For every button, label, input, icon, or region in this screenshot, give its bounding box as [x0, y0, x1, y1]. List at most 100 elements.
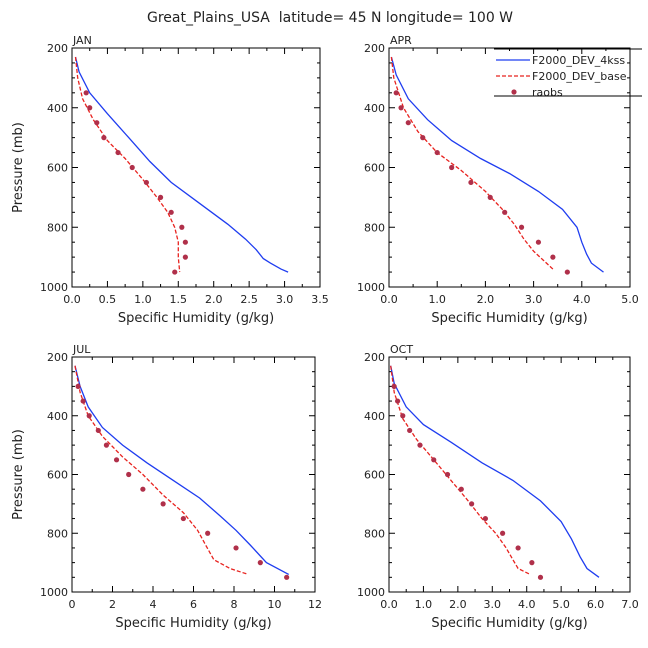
panel-jul: JUL 0 2 4 6 8 10 12 200 400 600 800 1000 Specific Hum… [11, 343, 322, 631]
raobs-point [80, 398, 86, 404]
panel-label: APR [390, 34, 412, 47]
x-tick-label: 12 [308, 598, 322, 611]
panel-label: JUL [72, 343, 91, 356]
legend-swatch-dot [511, 89, 517, 95]
raobs-point [535, 239, 542, 245]
y-axis-label: Pressure (mb) [11, 122, 26, 213]
y-axis-label: Pressure (mb) [11, 429, 26, 520]
x-tick-label: 10 [268, 598, 282, 611]
panel-jan: JAN 0.0 0.5 1.0 1.5 2.0 2.5 3.0 3.5 200 400 600 800 1… [11, 34, 329, 326]
x-tick-label: 3.0 [276, 293, 294, 306]
panel-label: OCT [390, 343, 413, 356]
x-tick-label: 4.0 [518, 598, 536, 611]
plot-frame [71, 47, 321, 288]
raobs-point [564, 269, 570, 275]
x-tick-label: 0.0 [380, 598, 398, 611]
panel-apr: APR 0.0 1.0 2.0 3.0 4.0 5.0 200 400 600 800 1000 Spe… [357, 34, 639, 326]
raobs-point [83, 90, 89, 96]
raobs-point [233, 545, 239, 551]
raobs-point [182, 239, 188, 245]
raobs-point [168, 209, 174, 215]
legend-label: raobs [532, 86, 563, 99]
y-tick-label: 800 [47, 221, 68, 234]
raobs-point [444, 471, 451, 478]
series-line-f2000-dev-base [74, 56, 181, 273]
y-tick-label: 1000 [40, 281, 68, 294]
raobs-point [95, 427, 101, 434]
raobs-point [518, 224, 525, 230]
raobs-point [172, 269, 178, 275]
panel-oct: OCT 0.0 1.0 2.0 3.0 4.0 5.0 6.0 7.0 200 400 600 800 1… [357, 343, 639, 631]
x-axis-label: Specific Humidity (g/kg) [115, 616, 271, 631]
x-tick-label: 7.0 [621, 598, 639, 611]
raobs-point [550, 254, 556, 260]
x-tick-label: 0 [69, 598, 76, 611]
x-tick-label: 2.0 [205, 293, 223, 306]
raobs-point [398, 105, 404, 111]
raobs-point [529, 560, 535, 566]
series-line-f2000-dev-4kss [74, 56, 289, 273]
y-tick-label: 200 [364, 42, 385, 55]
series-line-f2000-dev-4kss [74, 365, 290, 575]
x-tick-label: 3.5 [311, 293, 329, 306]
raobs-point [434, 149, 440, 156]
raobs-point [94, 120, 100, 126]
legend-label: F2000_DEV_base [532, 70, 627, 83]
y-tick-label: 1000 [357, 586, 385, 599]
series-line-f2000-dev-base [390, 56, 554, 270]
y-tick-label: 1000 [40, 586, 68, 599]
x-tick-label: 0.5 [99, 293, 117, 306]
x-tick-label: 2.0 [449, 598, 467, 611]
x-tick-label: 0.0 [63, 293, 81, 306]
legend-label: F2000_DEV_4kss [532, 54, 625, 67]
raobs-point [182, 254, 188, 260]
raobs-point [482, 515, 488, 522]
raobs-point [407, 427, 413, 434]
raobs-point [157, 194, 164, 200]
y-tick-label: 400 [364, 410, 385, 423]
x-tick-label: 3.0 [525, 293, 543, 306]
raobs-point [179, 224, 185, 230]
x-tick-label: 1.0 [428, 293, 446, 306]
y-tick-label: 800 [47, 527, 68, 540]
x-tick-label: 2.0 [477, 293, 495, 306]
raobs-point [101, 135, 107, 141]
plot-frame [71, 356, 316, 593]
raobs-point [103, 442, 110, 448]
raobs-point [400, 413, 406, 419]
y-tick-label: 600 [47, 162, 68, 175]
y-tick-label: 600 [364, 162, 385, 175]
raobs-point [143, 179, 149, 186]
x-tick-label: 4 [150, 598, 157, 611]
x-tick-label: 1.0 [415, 598, 433, 611]
y-tick-label: 400 [47, 410, 68, 423]
raobs-point [257, 560, 263, 566]
series-line-f2000-dev-base [390, 365, 531, 575]
raobs-point [113, 457, 120, 463]
raobs-point [405, 120, 411, 126]
raobs-point [420, 135, 426, 141]
raobs-point [86, 413, 92, 419]
raobs-point [87, 105, 93, 111]
y-tick-label: 1000 [357, 281, 385, 294]
x-tick-label: 2 [109, 598, 116, 611]
raobs-point [284, 574, 290, 580]
plot-frame [388, 47, 631, 288]
raobs-point [502, 209, 508, 215]
raobs-point [417, 442, 423, 448]
raobs-point [180, 515, 186, 522]
raobs-point [449, 164, 455, 171]
raobs-point [537, 574, 544, 580]
panel-label: JAN [72, 34, 92, 47]
raobs-point [458, 486, 464, 492]
raobs-point [391, 383, 397, 389]
raobs-point [115, 149, 121, 156]
series-line-f2000-dev-4kss [390, 365, 600, 578]
y-tick-label: 800 [364, 527, 385, 540]
x-tick-label: 8 [231, 598, 238, 611]
raobs-point [395, 398, 401, 404]
figure-title: Great_Plains_USA latitude= 45 N longitud… [147, 10, 513, 26]
x-axis-label: Specific Humidity (g/kg) [431, 311, 587, 326]
